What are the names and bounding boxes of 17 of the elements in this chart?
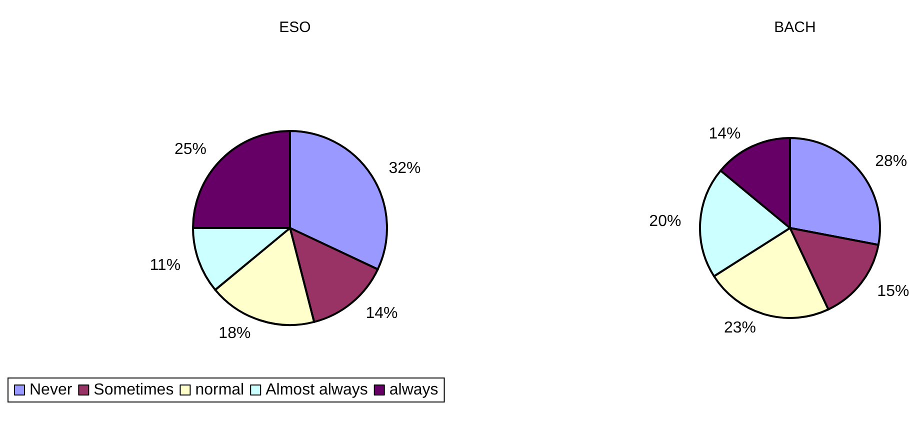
data-label: 23%: [724, 319, 756, 336]
legend-label: always: [389, 382, 438, 398]
data-label: 14%: [708, 125, 741, 142]
legend-label: normal: [195, 382, 244, 398]
legend-label: Almost always: [266, 382, 368, 398]
data-label: 14%: [366, 305, 398, 322]
data-label: 20%: [649, 212, 682, 230]
legend-label: Sometimes: [94, 382, 174, 398]
data-label: 32%: [388, 160, 421, 178]
legend-label: Never: [30, 382, 73, 398]
chart-title: BACH: [774, 19, 816, 36]
chart-title: ESO: [279, 19, 311, 36]
data-label: 25%: [174, 141, 207, 158]
data-label: 18%: [218, 325, 251, 342]
data-label: 11%: [150, 257, 181, 274]
data-label: 28%: [875, 153, 908, 170]
data-label: 15%: [877, 283, 909, 300]
